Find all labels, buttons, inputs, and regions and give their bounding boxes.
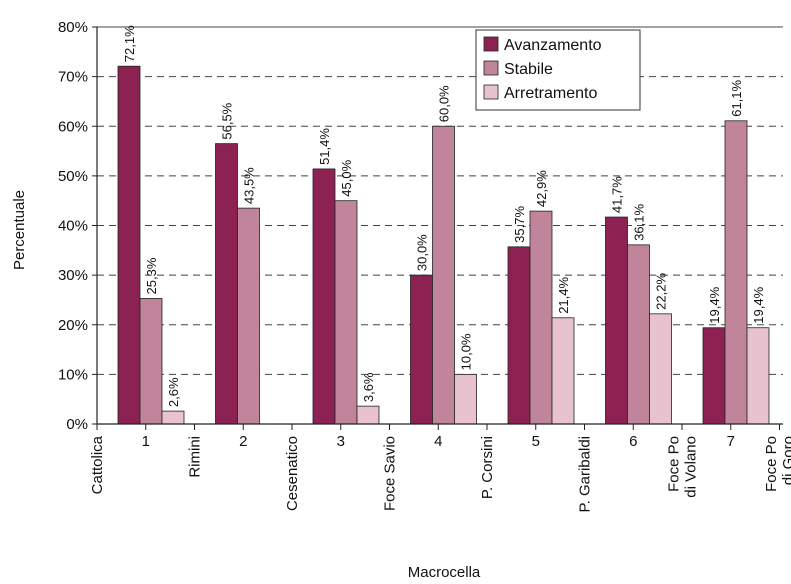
bar-avanzamento-2 bbox=[215, 143, 238, 425]
legend-swatch-stabile bbox=[483, 60, 499, 76]
y-tick-labels: 0% 10% 20% 30% 40% 50% 60% 70% 80% bbox=[58, 19, 88, 433]
bar-avanzamento-7 bbox=[702, 327, 726, 425]
bar-avanzamento-3 bbox=[312, 168, 336, 425]
bar-stabile-6 bbox=[627, 244, 650, 425]
bar-arretramento-5 bbox=[551, 317, 575, 425]
bars bbox=[117, 65, 770, 425]
value-label: 30,0% bbox=[415, 234, 430, 271]
bar-arretramento-6 bbox=[649, 313, 672, 425]
y-tick-label: 20% bbox=[58, 317, 88, 334]
y-tick-label: 50% bbox=[58, 168, 88, 185]
x-tick-labels: Cattolica Rimini Cesenatico Foce Savio P. Co… bbox=[89, 433, 791, 512]
value-label: 45,0% bbox=[339, 159, 354, 196]
value-label: 25,3% bbox=[144, 257, 159, 294]
x-boundary-text: P. Garibaldi bbox=[577, 436, 594, 512]
y-tick-label: 10% bbox=[58, 366, 88, 383]
x-boundary-text: Cattolica bbox=[89, 435, 106, 494]
y-tick-label: 40% bbox=[58, 218, 88, 235]
value-label: 19,4% bbox=[707, 286, 722, 323]
x-boundary-label: P. Corsini bbox=[479, 436, 496, 499]
x-boundary-text: di Goro bbox=[780, 436, 791, 485]
value-label: 56,5% bbox=[220, 102, 235, 139]
value-label: 3,6% bbox=[361, 372, 376, 402]
bar-stabile-7 bbox=[724, 120, 748, 425]
value-label: 36,1% bbox=[632, 204, 647, 241]
x-boundary-label: P. Garibaldi bbox=[577, 436, 594, 512]
legend-label: Arretramento bbox=[504, 85, 597, 102]
legend-swatch-arretramento bbox=[483, 84, 499, 100]
y-axis-label: Percentuale bbox=[11, 190, 28, 270]
y-tick-label: 30% bbox=[58, 267, 88, 284]
bar-stabile-5 bbox=[529, 210, 553, 425]
bar-avanzamento-5 bbox=[507, 246, 531, 425]
legend: Avanzamento Stabile Arretramento bbox=[475, 29, 641, 111]
value-label: 61,1% bbox=[729, 79, 744, 116]
value-label: 60,0% bbox=[437, 85, 452, 122]
x-boundary-label: Cesenatico bbox=[284, 436, 301, 511]
value-label: 72,1% bbox=[122, 25, 137, 62]
bar-arretramento-3 bbox=[356, 405, 380, 425]
value-label: 21,4% bbox=[556, 277, 571, 314]
x-boundary-text: Foce Po bbox=[763, 436, 780, 492]
x-boundary-text: Foce Savio bbox=[382, 436, 399, 511]
value-label: 22,2% bbox=[654, 273, 669, 310]
bar-avanzamento-1 bbox=[117, 65, 141, 425]
y-tick-label: 70% bbox=[58, 69, 88, 86]
value-label: 42,9% bbox=[534, 170, 549, 207]
value-label: 2,6% bbox=[166, 377, 181, 407]
x-category-label: 7 bbox=[727, 433, 735, 450]
value-label: 35,7% bbox=[512, 206, 527, 243]
x-boundary-text: P. Corsini bbox=[479, 436, 496, 499]
y-tick-label: 0% bbox=[66, 416, 88, 433]
bar-stabile-4 bbox=[432, 125, 455, 425]
value-labels: 72,1% 25,3% 2,6% 56,5% 43,5% 51,4% 45,0% 3,6% 30… bbox=[122, 25, 766, 407]
x-boundary-label: Cattolica bbox=[89, 435, 106, 494]
x-category-label: 2 bbox=[239, 433, 247, 450]
x-category-label: 1 bbox=[142, 433, 150, 450]
value-label: 43,5% bbox=[242, 167, 257, 204]
bar-stabile-1 bbox=[139, 298, 163, 425]
legend-swatch-avanzamento bbox=[483, 36, 499, 52]
legend-label: Stabile bbox=[504, 61, 553, 78]
bar-stabile-3 bbox=[334, 200, 358, 425]
value-label: 19,4% bbox=[751, 286, 766, 323]
x-boundary-label: Foce Savio bbox=[382, 436, 399, 511]
y-tick-label: 60% bbox=[58, 118, 88, 135]
x-category-label: 6 bbox=[629, 433, 637, 450]
legend-label: Avanzamento bbox=[504, 37, 602, 54]
x-category-label: 4 bbox=[434, 433, 442, 450]
x-axis-label: Macrocella bbox=[408, 564, 481, 581]
y-tick-label: 80% bbox=[58, 19, 88, 36]
legend-box bbox=[475, 29, 641, 111]
x-category-label: 3 bbox=[337, 433, 345, 450]
bar-stabile-2 bbox=[237, 207, 260, 425]
x-boundary-label: Foce Po di Volano bbox=[666, 436, 700, 498]
bar-arretramento-1 bbox=[161, 410, 185, 425]
x-boundary-label: Foce Po di Goro bbox=[763, 436, 791, 492]
bar-arretramento-4 bbox=[454, 373, 477, 425]
x-boundary-label: Rimini bbox=[187, 436, 204, 478]
value-label: 51,4% bbox=[317, 128, 332, 165]
x-category-label: 5 bbox=[532, 433, 540, 450]
x-boundary-text: Foce Po bbox=[666, 436, 683, 492]
value-label: 41,7% bbox=[610, 176, 625, 213]
bar-arretramento-7 bbox=[746, 327, 770, 425]
x-boundary-text: di Volano bbox=[683, 436, 700, 498]
x-boundary-text: Cesenatico bbox=[284, 436, 301, 511]
bar-avanzamento-4 bbox=[410, 274, 433, 425]
x-boundary-text: Rimini bbox=[187, 436, 204, 478]
value-label: 10,0% bbox=[459, 333, 474, 370]
axes bbox=[92, 26, 783, 430]
bar-avanzamento-6 bbox=[605, 216, 628, 425]
